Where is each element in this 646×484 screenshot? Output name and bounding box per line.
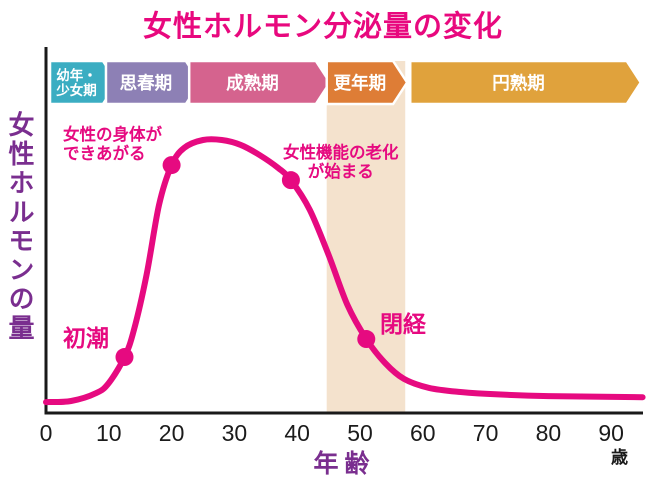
stage-puberty-label: 思春期	[120, 73, 173, 93]
x-tick-80: 80	[535, 420, 562, 446]
x-tick-70: 70	[472, 420, 499, 446]
menopause-zone-band	[326, 61, 406, 412]
curve-marker-dot-2	[281, 171, 300, 190]
stage-mature-age	[408, 59, 643, 106]
x-axis-unit: 歳	[611, 448, 628, 467]
x-tick-20: 20	[158, 420, 185, 446]
hormone-level-curve	[43, 136, 646, 406]
x-tick-10: 10	[96, 420, 122, 446]
annotation-menopause: 閉経	[380, 311, 426, 337]
chart-title: 女性ホルモン分泌量の変化	[142, 11, 503, 43]
x-tick-60: 60	[410, 420, 436, 446]
annotation-aging-begins: 女性機能の老化 が始まる	[283, 144, 399, 181]
x-axis-label: 年齢	[313, 450, 376, 478]
x-tick-0: 0	[39, 420, 53, 446]
curve-marker-dot-0	[115, 348, 134, 367]
y-axis-label: 女性ホルモンの量	[5, 111, 35, 343]
stage-youth-label: 幼年・少女期	[55, 67, 97, 98]
stage-mature-age-label: 円熟期	[492, 73, 545, 93]
x-tick-30: 30	[221, 420, 248, 446]
annotation-body-complete: 女性の身体が できあがる	[63, 126, 162, 163]
stage-menopause-label: 更年期	[334, 73, 387, 93]
stage-menopause	[325, 59, 409, 106]
annotation-first-menstruation: 初潮	[63, 325, 109, 351]
stage-maturity	[187, 59, 332, 106]
axes-lines	[44, 47, 643, 415]
stage-maturity-label: 成熟期	[226, 73, 279, 93]
curve-marker-dot-1	[162, 156, 181, 175]
x-tick-90: 90	[598, 420, 624, 446]
x-tick-50: 50	[347, 420, 373, 446]
x-tick-40: 40	[284, 420, 310, 446]
curve-marker-dot-3	[357, 330, 376, 349]
